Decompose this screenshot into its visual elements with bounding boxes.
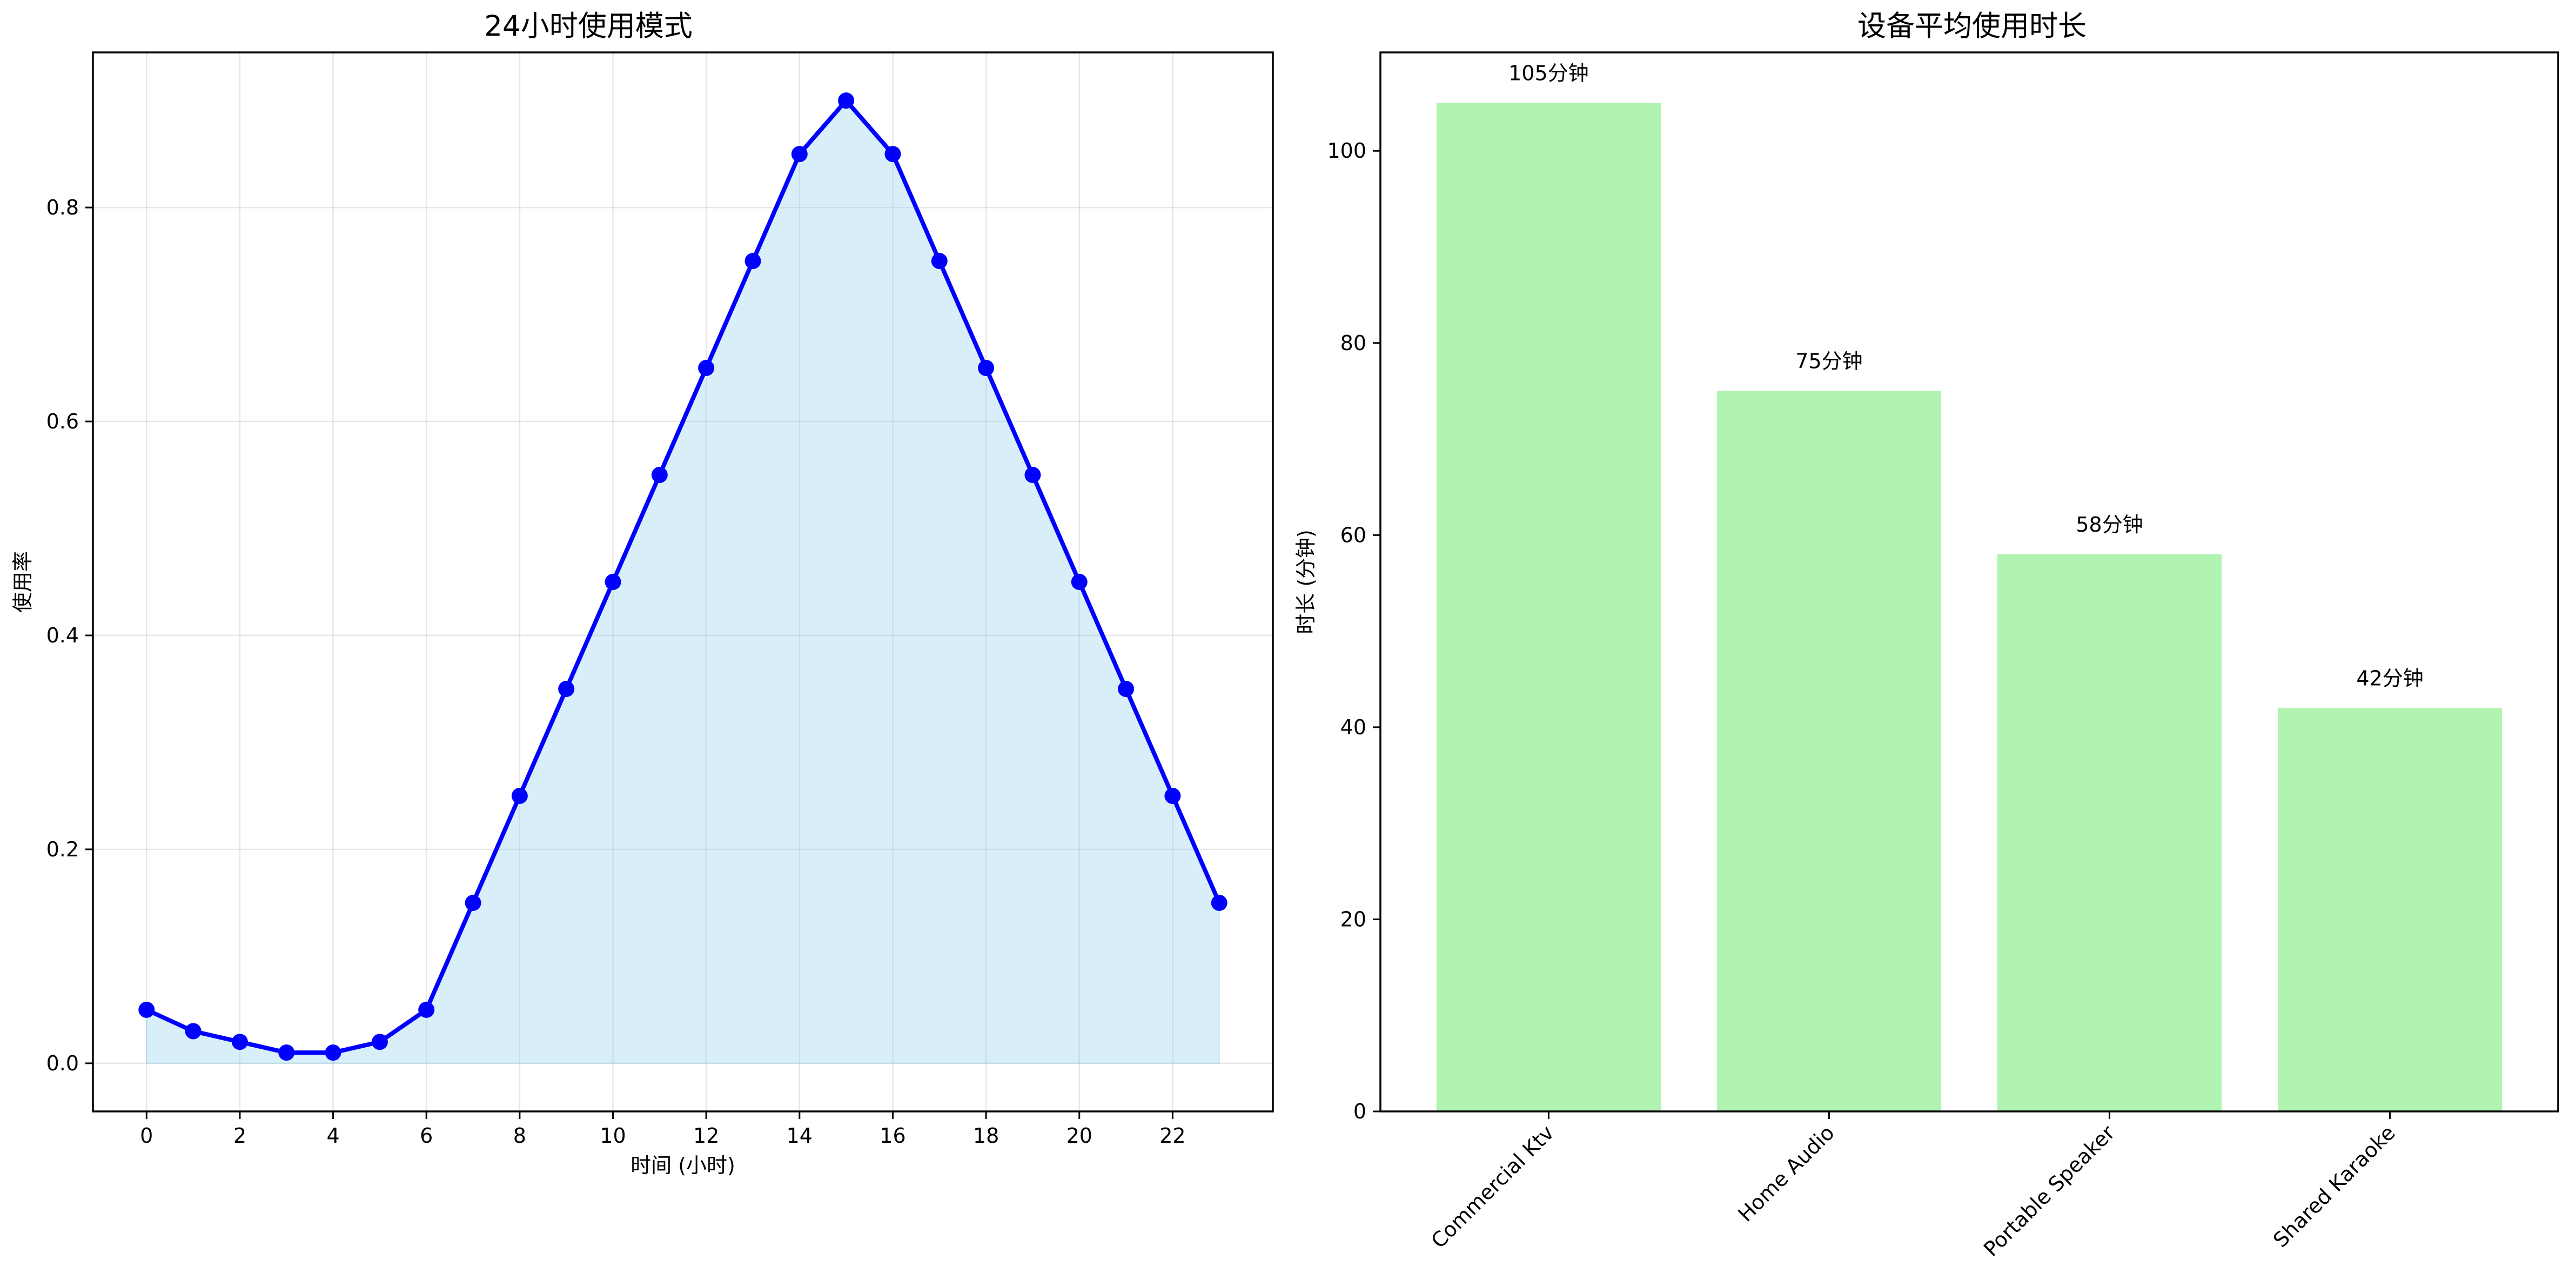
x-tick-label: 0 xyxy=(140,1124,153,1148)
usage-point xyxy=(371,1034,388,1050)
usage-point xyxy=(744,253,761,270)
bar xyxy=(1716,391,1942,1111)
usage-point xyxy=(138,1001,155,1018)
usage-point xyxy=(884,146,901,163)
usage-point xyxy=(278,1044,295,1061)
usage-point xyxy=(325,1044,341,1061)
usage-point xyxy=(978,360,995,377)
plot-area: 105分钟 75分钟 58分钟 42分钟 xyxy=(1436,61,2503,1111)
usage-point xyxy=(651,467,668,484)
plot-area xyxy=(138,92,1227,1064)
bar-data-label: 75分钟 xyxy=(1795,350,1862,373)
y-tick-label: 40 xyxy=(1340,715,1366,739)
bar-data-label: 105分钟 xyxy=(1508,61,1589,85)
bar-data-label: 42分钟 xyxy=(2356,666,2423,690)
y-tick-label: 80 xyxy=(1340,331,1366,355)
x-tick-label: 6 xyxy=(420,1124,433,1148)
usage-point xyxy=(698,360,715,377)
x-tick-label: Home Audio xyxy=(1733,1121,1839,1226)
usage-point xyxy=(1118,680,1135,697)
x-tick-label: Commercial Ktv xyxy=(1426,1121,1558,1252)
x-tick-label: 20 xyxy=(1066,1124,1092,1148)
usage-point xyxy=(418,1001,435,1018)
x-tick-label: 8 xyxy=(513,1124,526,1148)
y-tick-label: 60 xyxy=(1340,523,1366,547)
usage-point xyxy=(511,787,528,804)
x-tick-label: 22 xyxy=(1159,1124,1185,1148)
bar xyxy=(1436,103,1661,1111)
bar xyxy=(2277,708,2503,1111)
y-tick-label: 0.0 xyxy=(46,1051,79,1075)
bar xyxy=(1997,554,2222,1111)
usage-point xyxy=(931,253,948,270)
x-tick-label: 10 xyxy=(600,1124,626,1148)
x-tick-label: 16 xyxy=(880,1124,905,1148)
axes-frame xyxy=(1379,51,2559,1113)
ticks: 0 2 4 6 8 10 12 14 16 18 20 22 0.0 0.2 0.4 0.6 0.8 xyxy=(46,196,1186,1148)
y-tick-label: 0.8 xyxy=(46,196,79,219)
axes-frame xyxy=(92,51,1274,1113)
usage-point xyxy=(1164,787,1181,804)
y-axis-label: 时长 (分钟) xyxy=(1294,530,1318,634)
y-tick-label: 0.4 xyxy=(46,624,79,647)
usage-area xyxy=(146,99,1220,1064)
usage-point xyxy=(465,894,481,911)
y-axis-label: 使用率 xyxy=(11,551,35,613)
usage-point xyxy=(838,92,855,109)
y-tick-label: 100 xyxy=(1327,139,1366,163)
chart-title: 24小时使用模式 xyxy=(484,10,692,43)
usage-point xyxy=(1211,894,1227,911)
x-tick-label: 4 xyxy=(326,1124,339,1148)
usage-point xyxy=(1071,574,1088,590)
y-tick-label: 0 xyxy=(1353,1100,1366,1123)
usage-point xyxy=(605,574,621,590)
usage-point xyxy=(791,146,808,163)
usage-point xyxy=(231,1034,248,1050)
x-tick-label: 14 xyxy=(787,1124,813,1148)
bar-data-label: 58分钟 xyxy=(2076,513,2143,537)
x-tick-label: Shared Karaoke xyxy=(2269,1121,2400,1252)
usage-point xyxy=(558,680,575,697)
x-tick-label: Portable Speaker xyxy=(1979,1121,2119,1261)
x-axis-label: 时间 (小时) xyxy=(630,1154,735,1177)
device-duration-chart: 设备平均使用时长 105分钟 75分钟 58分钟 42分钟 Commercial Kt… xyxy=(1294,10,2559,1261)
y-tick-label: 20 xyxy=(1340,907,1366,931)
usage-pattern-chart: 24小时使用模式 0 2 4 6 8 10 12 14 16 18 20 22 0.0 0.2 0.4 0.6… xyxy=(11,10,1274,1177)
chart-title: 设备平均使用时长 xyxy=(1857,10,2087,43)
usage-point xyxy=(1024,467,1041,484)
x-tick-label: 2 xyxy=(233,1124,246,1148)
x-tick-label: 18 xyxy=(973,1124,999,1148)
usage-point xyxy=(185,1023,202,1040)
x-tick-label: 12 xyxy=(693,1124,719,1148)
y-tick-label: 0.2 xyxy=(46,837,79,861)
y-tick-label: 0.6 xyxy=(46,410,79,433)
